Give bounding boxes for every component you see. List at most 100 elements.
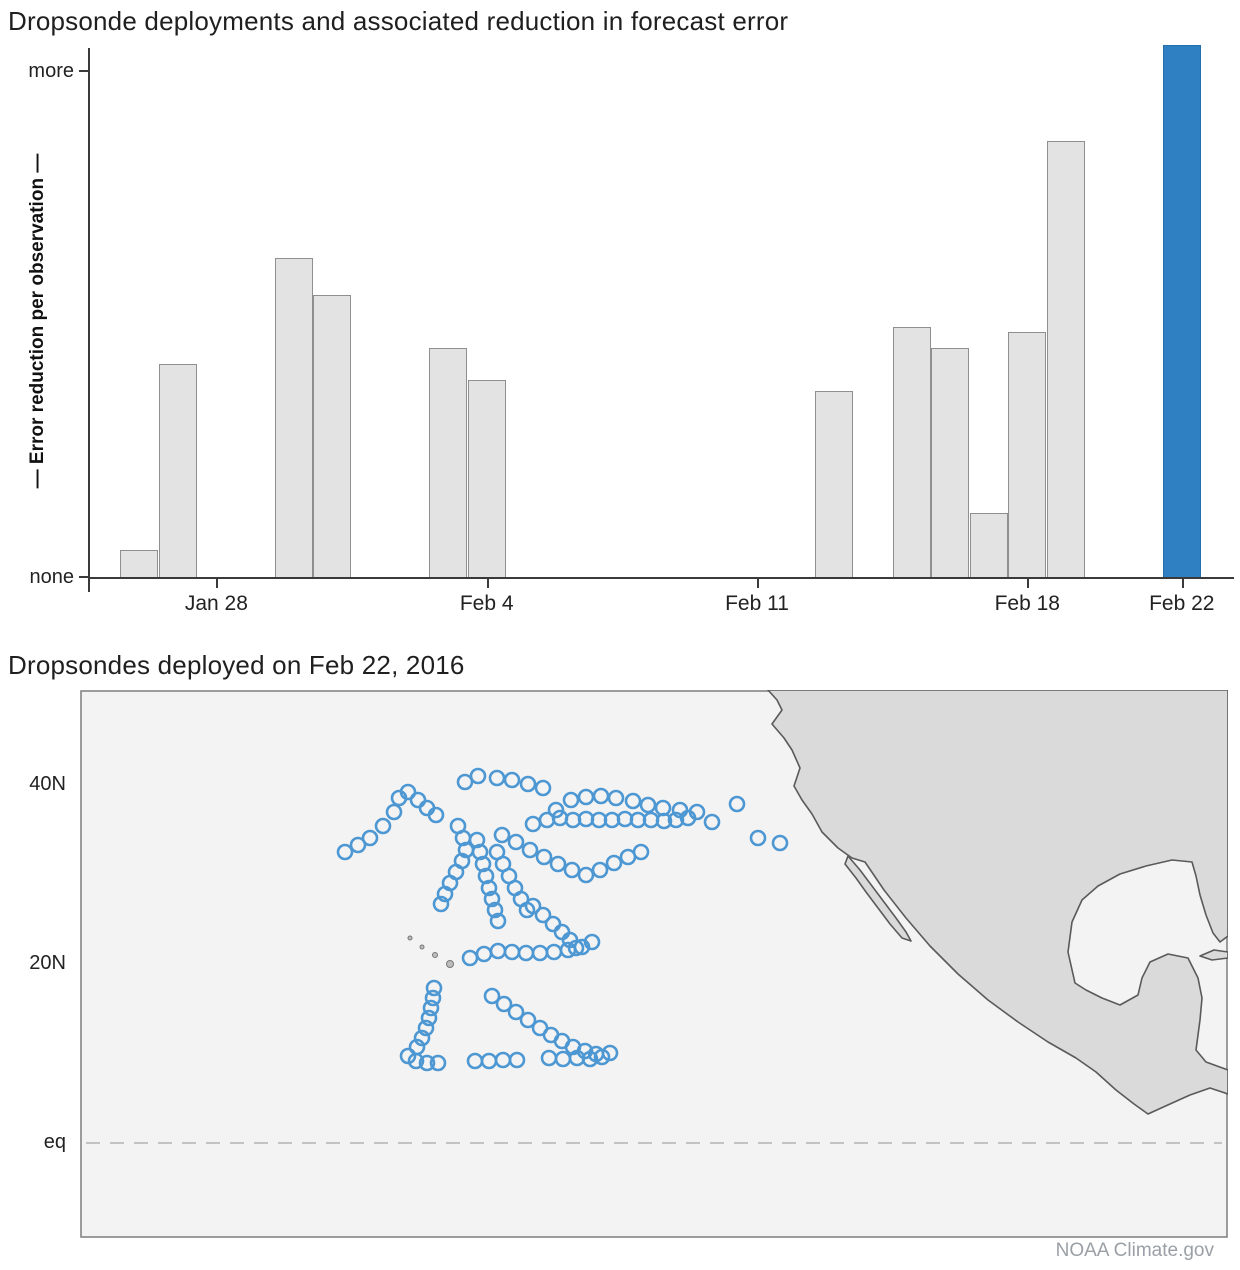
hawaii-islands (407, 935, 454, 968)
dropsonde-marker (728, 795, 746, 813)
dropsonde-marker (336, 843, 354, 861)
dropsonde-marker (688, 803, 706, 821)
dropsonde-marker (567, 939, 585, 957)
dropsonde-marker (374, 817, 392, 835)
dropsonde-marker (489, 912, 507, 930)
dropsonde-marker (399, 783, 417, 801)
dropsonde-marker (535, 848, 553, 866)
dropsonde-marker (583, 933, 601, 951)
dropsonde-marker (417, 1019, 435, 1037)
dropsonde-marker (508, 1051, 526, 1069)
bar-feb-18 (1008, 332, 1047, 577)
baja-california (844, 855, 912, 942)
x-tick-mark (1181, 579, 1184, 588)
y-axis-line (88, 48, 90, 592)
dropsonde-marker (429, 1054, 447, 1072)
dropsonde-marker (418, 1054, 436, 1072)
bar-feb-3 (429, 348, 468, 577)
bar-feb-15 (892, 327, 931, 577)
y-tick-label-none: none (29, 566, 75, 588)
dropsonde-marker (385, 803, 403, 821)
lat-label-eq: eq (43, 1131, 66, 1153)
bar-feb-22 (1162, 45, 1201, 577)
dropsonde-marker (591, 861, 609, 879)
bar-chart-title: Dropsonde deployments and associated red… (8, 6, 789, 36)
bar-feb-19 (1047, 141, 1085, 577)
dropsonde-marker (667, 811, 685, 829)
dropsonde-marker (519, 1011, 537, 1029)
y-tick-label-more: more (28, 60, 74, 82)
dropsonde-markers-group (336, 767, 789, 1072)
dropsonde-marker (563, 861, 581, 879)
attribution: NOAA Climate.gov (1055, 1240, 1214, 1261)
dropsonde-marker (524, 897, 542, 915)
dropsonde-marker (605, 854, 623, 872)
x-tick-label: Feb 4 (459, 592, 514, 615)
dropsonde-marker (486, 901, 504, 919)
lat-label-20n: 20N (29, 952, 66, 974)
dropsonde-marker (349, 836, 367, 854)
dropsonde-marker (424, 989, 442, 1007)
dropsonde-marker (607, 789, 625, 807)
map-title: Dropsondes deployed on Feb 22, 2016 (8, 650, 465, 680)
dropsonde-marker (771, 834, 789, 852)
dropsonde-marker (519, 775, 537, 793)
map: 40N 20N eq (0, 690, 1240, 1238)
bar-feb-4 (467, 380, 506, 577)
dropsonde-marker (639, 796, 657, 814)
north-america-coastline (767, 690, 1228, 1115)
dropsonde-marker (549, 855, 567, 873)
dropsonde-marker (432, 895, 450, 913)
dropsonde-marker (422, 999, 440, 1017)
bar-feb-16 (931, 348, 970, 577)
bar-chart: — Error reduction per observation — more… (27, 45, 1234, 615)
lat-label-40n: 40N (29, 773, 66, 795)
dropsonde-marker (456, 773, 474, 791)
x-tick-label: Jan 28 (184, 592, 248, 615)
dropsonde-marker (671, 801, 689, 819)
dropsonde-marker (503, 771, 521, 789)
dropsonde-marker (493, 826, 511, 844)
dropsonde-marker (469, 767, 487, 785)
bar-jan-27 (158, 364, 197, 577)
dropsonde-marker (576, 1042, 594, 1060)
x-axis-line (88, 577, 1234, 579)
dropsonde-marker (507, 1003, 525, 1021)
dropsonde-marker (427, 806, 445, 824)
x-tick-label: Feb 11 (725, 592, 789, 615)
dropsonde-marker (495, 995, 513, 1013)
x-tick-mark (757, 579, 759, 588)
dropsonde-marker (577, 866, 595, 884)
dropsonde-marker (507, 833, 525, 851)
dropsonde-marker (534, 779, 552, 797)
dropsonde-marker (413, 1029, 431, 1047)
dropsonde-marker (480, 879, 498, 897)
dropsonde-marker (436, 885, 454, 903)
x-tick-label: Feb 22 (1149, 592, 1215, 615)
dropsonde-marker (483, 890, 501, 908)
bar-feb-13 (815, 391, 854, 577)
bar-jan-30 (274, 258, 313, 577)
y-tick-mark-none (79, 576, 89, 578)
dropsonde-marker (587, 1045, 605, 1063)
x-tick-mark (1027, 579, 1030, 588)
dropsonde-marker (425, 979, 443, 997)
bar-jan-26 (120, 550, 159, 577)
dropsonde-marker (547, 801, 565, 819)
y-axis-label: — Error reduction per observation — (27, 153, 48, 489)
dropsonde-marker (483, 987, 501, 1005)
dropsonde-marker (632, 843, 650, 861)
cuba (1199, 949, 1228, 961)
dropsonde-marker (420, 1009, 438, 1027)
x-tick-mark (216, 579, 219, 588)
dropsonde-marker (562, 791, 580, 809)
dropsonde-marker (361, 829, 379, 847)
bar-jan-31 (313, 295, 352, 577)
pacific-map (80, 690, 1228, 1238)
dropsonde-marker (654, 799, 672, 817)
dropsonde-marker (534, 906, 552, 924)
dropsonde-marker (703, 813, 721, 831)
dropsonde-marker (624, 792, 642, 810)
bar-feb-17 (969, 513, 1008, 577)
dropsonde-marker (407, 1052, 425, 1070)
